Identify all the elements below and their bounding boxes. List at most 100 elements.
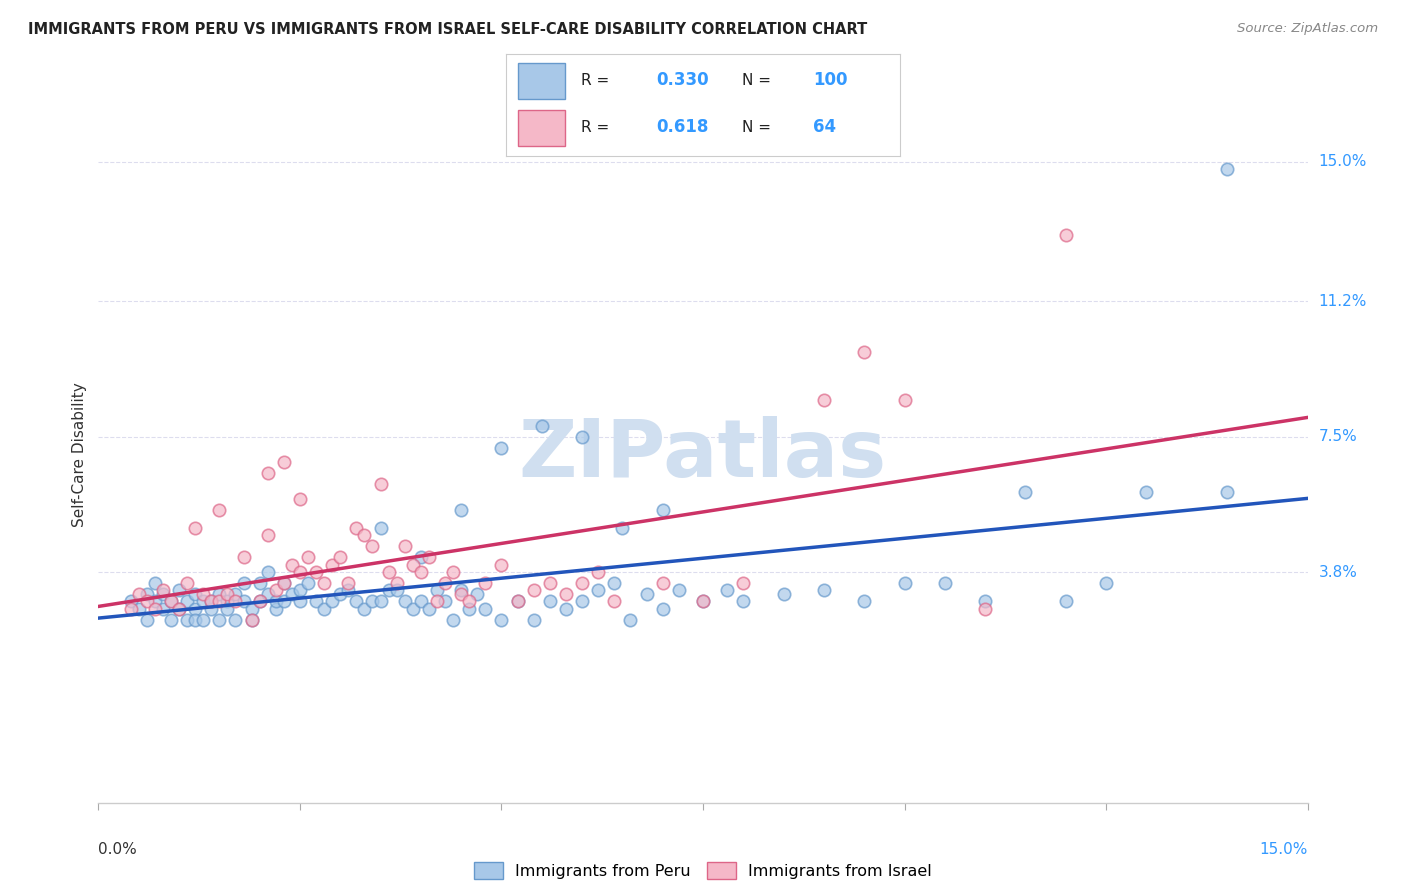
Text: N =: N = [742, 72, 776, 87]
Point [264, 601, 287, 615]
Point [893, 392, 915, 407]
Point [491, 558, 513, 572]
Point [571, 429, 593, 443]
Point [1216, 162, 1239, 177]
Point [394, 540, 416, 554]
Point [200, 594, 222, 608]
Point [733, 576, 755, 591]
Point [434, 594, 457, 608]
Point [409, 565, 432, 579]
Text: IMMIGRANTS FROM PERU VS IMMIGRANTS FROM ISRAEL SELF-CARE DISABILITY CORRELATION : IMMIGRANTS FROM PERU VS IMMIGRANTS FROM … [28, 22, 868, 37]
Point [232, 594, 254, 608]
Point [619, 613, 641, 627]
Text: 11.2%: 11.2% [1319, 293, 1367, 309]
Point [370, 594, 392, 608]
Text: R =: R = [581, 120, 614, 135]
Point [506, 594, 529, 608]
Point [716, 583, 738, 598]
Point [143, 594, 166, 608]
Point [361, 594, 384, 608]
Point [1014, 484, 1036, 499]
Point [288, 583, 311, 598]
Point [232, 576, 254, 591]
Point [160, 594, 183, 608]
Point [256, 587, 278, 601]
Point [603, 594, 626, 608]
Point [337, 583, 360, 598]
Point [385, 576, 408, 591]
Point [603, 576, 626, 591]
Point [893, 576, 915, 591]
Text: 15.0%: 15.0% [1260, 842, 1308, 856]
Point [200, 594, 222, 608]
Point [135, 613, 157, 627]
Point [224, 587, 246, 601]
Point [344, 521, 367, 535]
Point [217, 601, 239, 615]
Point [321, 558, 343, 572]
Point [208, 503, 231, 517]
Point [288, 565, 311, 579]
Point [193, 594, 215, 608]
Point [426, 583, 449, 598]
Point [426, 594, 449, 608]
Point [612, 521, 634, 535]
Text: Source: ZipAtlas.com: Source: ZipAtlas.com [1237, 22, 1378, 36]
Point [288, 491, 311, 506]
Point [176, 613, 198, 627]
Point [361, 540, 384, 554]
Point [571, 594, 593, 608]
Point [491, 613, 513, 627]
Point [208, 594, 231, 608]
Text: 0.330: 0.330 [655, 71, 709, 89]
Point [692, 594, 714, 608]
Text: 100: 100 [813, 71, 848, 89]
FancyBboxPatch shape [517, 110, 565, 145]
Point [184, 601, 207, 615]
Point [1216, 484, 1239, 499]
Point [1135, 484, 1157, 499]
Point [555, 587, 578, 601]
Point [167, 583, 190, 598]
Point [733, 594, 755, 608]
Point [256, 467, 278, 481]
Point [314, 601, 336, 615]
Point [402, 558, 425, 572]
Point [385, 583, 408, 598]
Point [523, 583, 546, 598]
Point [329, 550, 352, 565]
Point [555, 601, 578, 615]
Point [200, 601, 222, 615]
Text: 15.0%: 15.0% [1319, 154, 1367, 169]
Text: R =: R = [581, 72, 614, 87]
Point [281, 587, 304, 601]
Text: ZIPatlas: ZIPatlas [519, 416, 887, 494]
Point [176, 594, 198, 608]
Point [450, 587, 472, 601]
Point [418, 601, 440, 615]
Point [668, 583, 690, 598]
Point [305, 594, 328, 608]
Point [217, 587, 239, 601]
Point [160, 594, 183, 608]
Text: 7.5%: 7.5% [1319, 429, 1357, 444]
Point [273, 576, 295, 591]
Point [128, 601, 150, 615]
Point [586, 565, 609, 579]
Point [264, 594, 287, 608]
Point [297, 550, 319, 565]
Point [314, 576, 336, 591]
Point [273, 455, 295, 469]
Point [491, 441, 513, 455]
Point [143, 576, 166, 591]
Point [152, 583, 174, 598]
Point [651, 601, 673, 615]
Point [409, 550, 432, 565]
Point [1095, 576, 1118, 591]
Text: N =: N = [742, 120, 776, 135]
Point [305, 565, 328, 579]
Point [370, 521, 392, 535]
Point [813, 392, 835, 407]
Point [184, 613, 207, 627]
Point [256, 565, 278, 579]
